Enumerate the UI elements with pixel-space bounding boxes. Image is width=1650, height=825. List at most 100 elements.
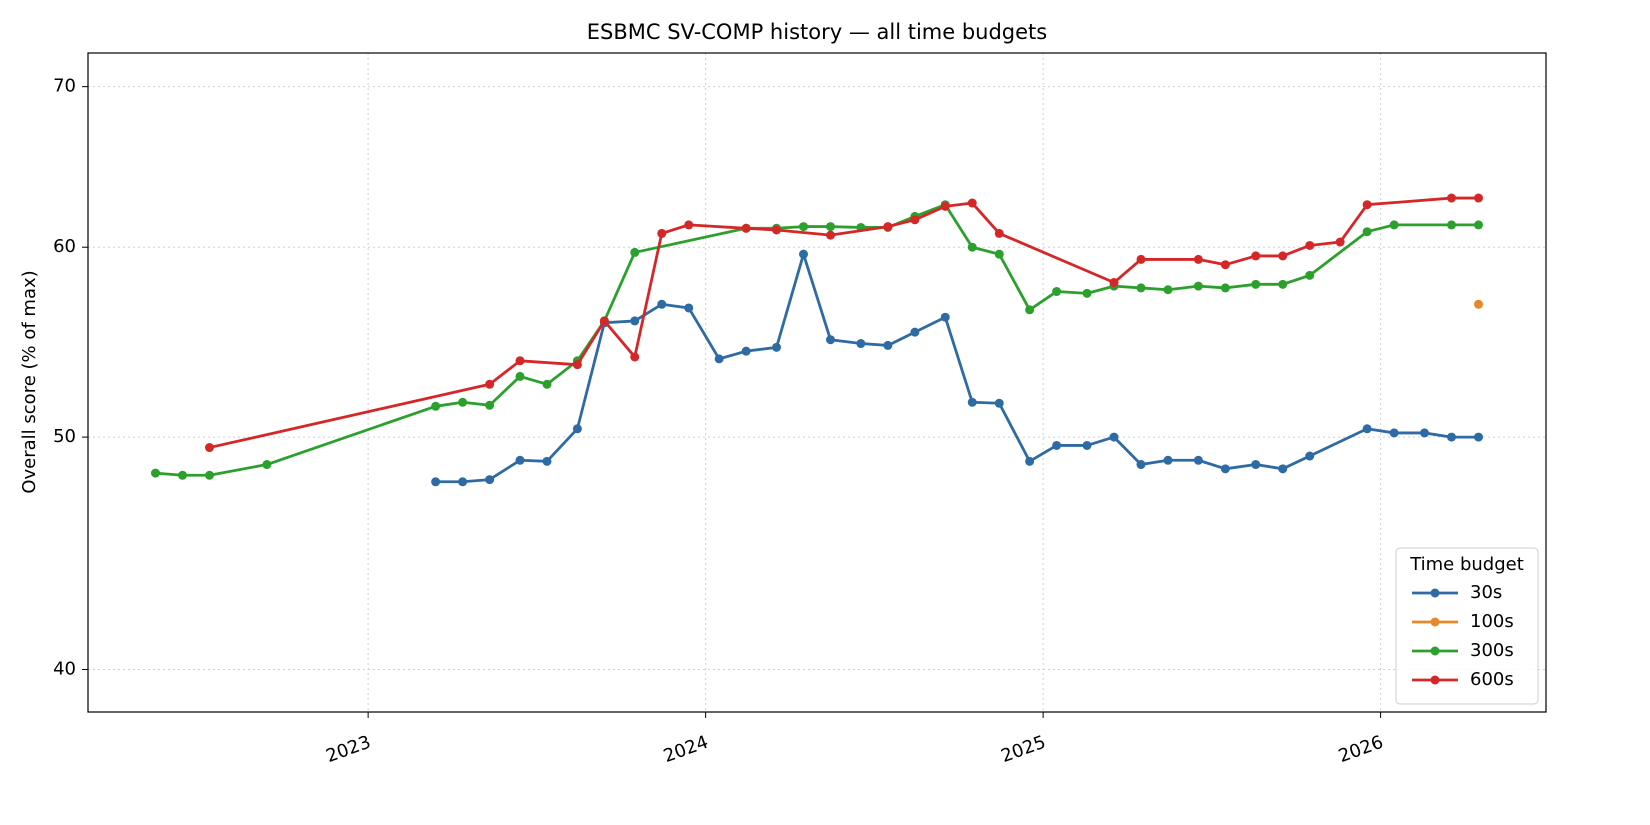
data-point xyxy=(572,360,582,370)
data-point xyxy=(883,340,893,350)
data-point xyxy=(1025,305,1035,315)
data-point xyxy=(1025,456,1035,466)
data-point xyxy=(1335,237,1345,247)
data-point xyxy=(741,223,751,233)
data-point xyxy=(458,397,468,407)
data-point xyxy=(967,397,977,407)
data-point xyxy=(630,247,640,257)
data-point xyxy=(657,299,667,309)
data-point xyxy=(856,339,866,349)
data-point xyxy=(1278,279,1288,289)
data-point xyxy=(883,222,893,232)
data-point xyxy=(431,477,441,487)
data-point xyxy=(599,316,609,326)
data-point xyxy=(1193,281,1203,291)
data-point xyxy=(1305,270,1315,280)
data-point xyxy=(1251,251,1261,261)
data-point xyxy=(1220,283,1230,293)
data-point xyxy=(772,342,781,352)
data-point xyxy=(657,228,667,238)
data-point xyxy=(1474,432,1483,442)
data-point xyxy=(431,401,441,411)
chart-title: ESBMC SV-COMP history — all time budgets xyxy=(587,20,1047,44)
legend-label: 30s xyxy=(1470,582,1502,603)
data-point xyxy=(967,242,977,252)
data-point xyxy=(1136,254,1146,264)
data-point xyxy=(1193,254,1203,264)
data-point xyxy=(910,327,920,337)
data-point xyxy=(630,316,640,326)
legend-box xyxy=(1395,547,1539,705)
data-point xyxy=(1420,428,1429,438)
legend-marker xyxy=(1430,588,1440,598)
data-point xyxy=(1136,283,1146,293)
data-point xyxy=(262,460,272,470)
data-point xyxy=(1109,278,1119,288)
data-point xyxy=(940,312,950,322)
y-tick-label: 70 xyxy=(53,76,76,97)
data-point xyxy=(940,201,950,211)
data-point xyxy=(485,400,495,410)
y-axis-label: Overall score (% of max) xyxy=(19,270,40,493)
data-point xyxy=(630,352,640,362)
legend: Time budget 30s 100s 300s 600s xyxy=(1395,547,1539,705)
data-point xyxy=(1082,440,1092,450)
data-point xyxy=(1362,200,1372,210)
legend-title: Time budget xyxy=(1409,554,1524,575)
data-point xyxy=(485,475,495,485)
data-point xyxy=(1082,288,1092,298)
data-point xyxy=(1278,251,1288,261)
data-point xyxy=(515,455,525,465)
data-point xyxy=(178,470,187,480)
data-point xyxy=(1163,285,1173,295)
legend-marker xyxy=(1430,675,1440,685)
data-point xyxy=(1109,432,1119,442)
data-point xyxy=(684,303,694,313)
y-tick-label: 50 xyxy=(53,426,76,447)
data-point xyxy=(994,249,1004,259)
data-point xyxy=(714,354,724,364)
data-point xyxy=(1136,460,1146,470)
data-point xyxy=(741,346,751,356)
data-point xyxy=(205,470,214,480)
y-tick-label: 40 xyxy=(53,658,76,679)
data-point xyxy=(910,215,920,225)
data-point xyxy=(1362,227,1372,237)
legend-label: 600s xyxy=(1470,669,1514,690)
legend-marker xyxy=(1430,617,1440,627)
data-point xyxy=(542,456,552,466)
data-point xyxy=(1447,432,1456,442)
data-point xyxy=(1447,193,1456,203)
data-point xyxy=(151,468,160,478)
data-point xyxy=(1389,428,1399,438)
data-point xyxy=(1362,424,1372,434)
data-point xyxy=(994,398,1004,408)
y-tick-label: 60 xyxy=(53,236,76,257)
data-point xyxy=(772,225,781,235)
data-point xyxy=(205,443,214,453)
legend-marker xyxy=(1430,646,1440,656)
data-point xyxy=(1389,220,1399,230)
legend-label: 100s xyxy=(1470,611,1514,632)
data-point xyxy=(799,222,808,232)
data-point xyxy=(515,356,525,366)
data-point xyxy=(1220,464,1230,474)
data-point xyxy=(1447,220,1456,230)
data-point xyxy=(485,379,495,389)
data-point xyxy=(1305,240,1315,250)
data-point xyxy=(542,379,552,389)
data-point xyxy=(1193,455,1203,465)
data-point xyxy=(967,198,977,208)
legend-label: 300s xyxy=(1470,640,1514,661)
data-point xyxy=(1251,279,1261,289)
data-point xyxy=(1251,460,1261,470)
data-point xyxy=(1305,451,1315,461)
data-point xyxy=(1052,287,1062,297)
data-point xyxy=(1278,464,1288,474)
data-point xyxy=(684,220,694,230)
data-point xyxy=(1474,193,1483,203)
data-point xyxy=(1163,455,1173,465)
data-point xyxy=(1220,260,1230,270)
